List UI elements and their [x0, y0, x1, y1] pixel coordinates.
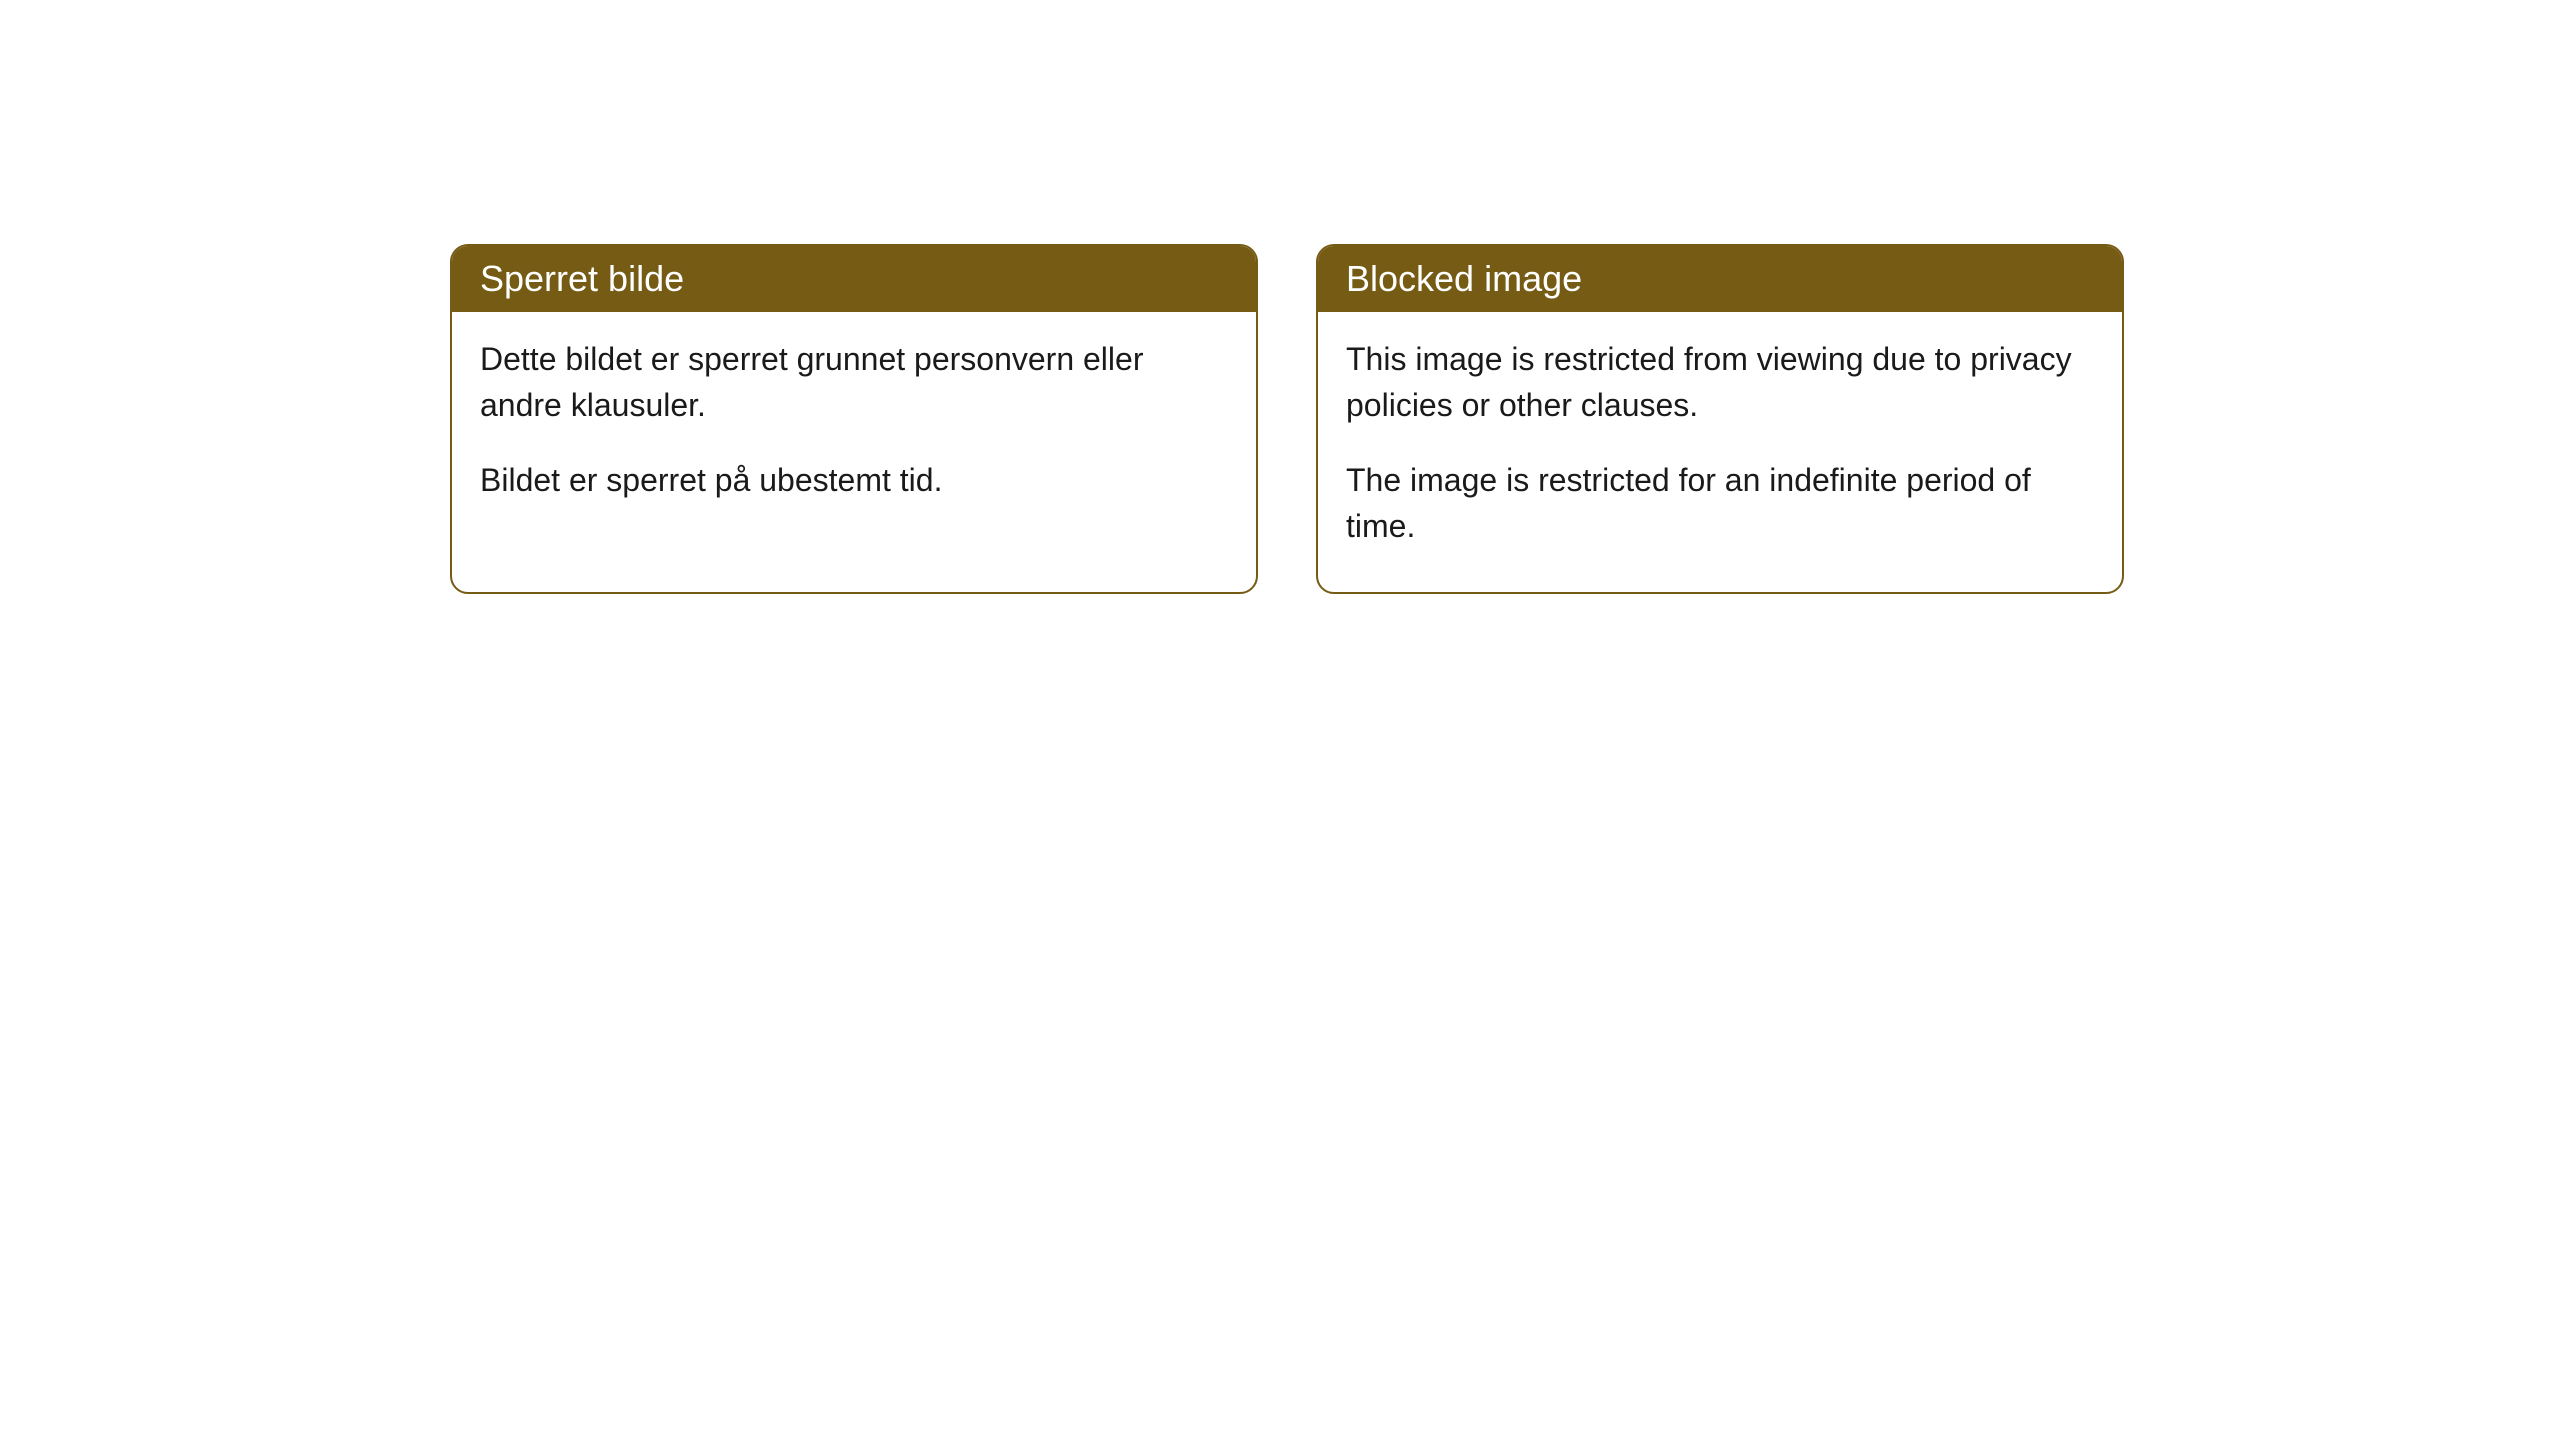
card-header-norwegian: Sperret bilde: [452, 246, 1256, 312]
card-text-english-1: This image is restricted from viewing du…: [1346, 336, 2094, 429]
blocked-image-card-english: Blocked image This image is restricted f…: [1316, 244, 2124, 594]
card-text-norwegian-2: Bildet er sperret på ubestemt tid.: [480, 457, 1228, 503]
card-title-norwegian: Sperret bilde: [480, 258, 684, 299]
card-header-english: Blocked image: [1318, 246, 2122, 312]
card-body-english: This image is restricted from viewing du…: [1318, 312, 2122, 592]
card-text-english-2: The image is restricted for an indefinit…: [1346, 457, 2094, 550]
blocked-image-card-norwegian: Sperret bilde Dette bildet er sperret gr…: [450, 244, 1258, 594]
card-body-norwegian: Dette bildet er sperret grunnet personve…: [452, 312, 1256, 545]
notice-cards-container: Sperret bilde Dette bildet er sperret gr…: [450, 244, 2124, 594]
card-title-english: Blocked image: [1346, 258, 1582, 299]
card-text-norwegian-1: Dette bildet er sperret grunnet personve…: [480, 336, 1228, 429]
